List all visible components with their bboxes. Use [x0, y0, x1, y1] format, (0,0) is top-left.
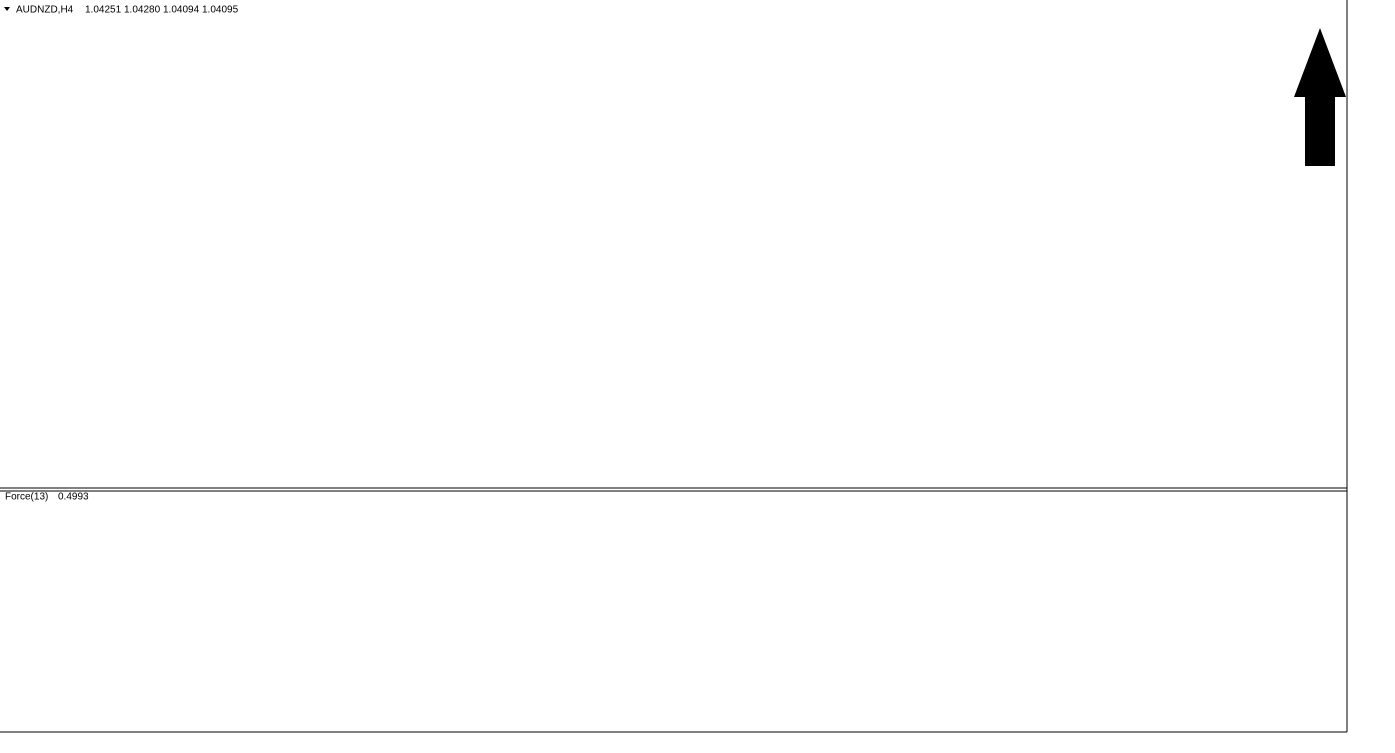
menu-icon: [4, 7, 10, 11]
chart-title: AUDNZD,H4: [16, 5, 74, 16]
indicator-value: 0.4993: [58, 492, 89, 503]
indicator-title: Force(13): [5, 492, 48, 503]
ohlc-low: 1.04094: [163, 5, 200, 16]
axes: AUDNZD,H4 1.04251 1.04280 1.04094 1.0409…: [0, 0, 1348, 733]
ohlc-high: 1.04280: [124, 5, 161, 16]
ohlc-open: 1.04251: [85, 5, 122, 16]
ohlc-close: 1.04095: [202, 5, 239, 16]
up-arrow: [1294, 28, 1346, 166]
